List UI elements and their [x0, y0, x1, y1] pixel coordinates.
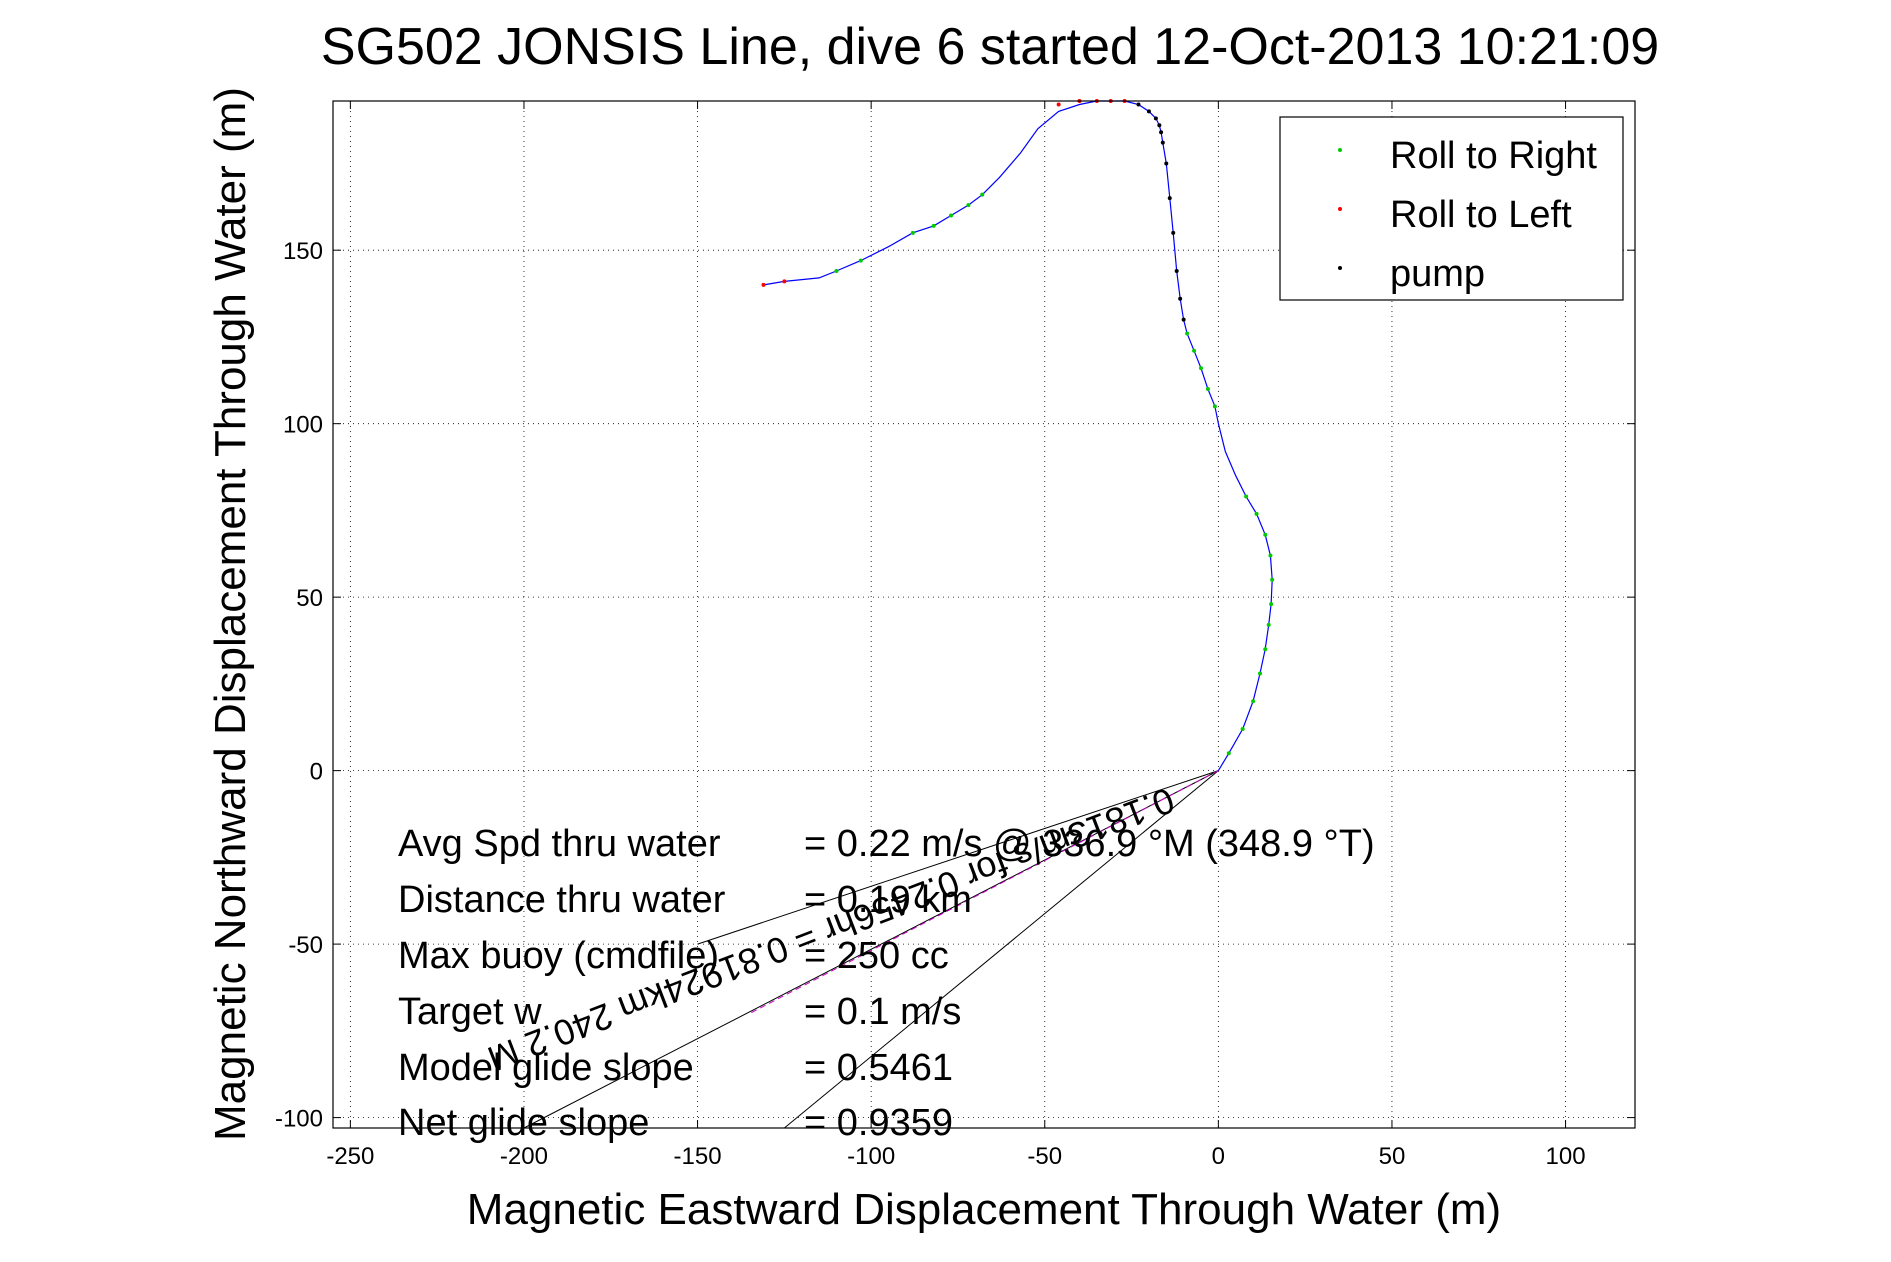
annotation-value: = 0.22 m/s @ 336.9 °M (348.9 °T): [804, 823, 1375, 865]
roll-right-point: [949, 213, 954, 218]
pump-point: [1159, 130, 1164, 135]
annotation-key: Net glide slope: [398, 1102, 649, 1144]
chart-title: SG502 JONSIS Line, dive 6 started 12-Oct…: [321, 18, 1659, 76]
legend-box: [1279, 116, 1624, 301]
roll-right-point: [980, 192, 985, 197]
roll-left-point: [782, 279, 787, 284]
grid: [333, 101, 1635, 1128]
plot-frame: [332, 100, 1636, 1129]
roll-right-point: [1185, 331, 1190, 336]
roll-right-point: [1205, 386, 1210, 391]
legend-marker-roll-right: [1338, 148, 1342, 152]
x-tick-label: -50: [1027, 1143, 1062, 1170]
roll-right-point: [1270, 577, 1275, 582]
roll-left-point: [761, 282, 766, 287]
pump-point: [1146, 109, 1151, 114]
roll-right-point: [1268, 553, 1273, 558]
roll-right-point: [1263, 647, 1268, 652]
roll-right-point: [931, 223, 936, 228]
annotation-value: = 0.9359: [804, 1102, 953, 1144]
pump-point: [1167, 196, 1172, 201]
legend-label-roll-right: Roll to Right: [1390, 135, 1597, 177]
x-tick-label: -150: [674, 1143, 722, 1170]
x-tick-label: 0: [1212, 1143, 1225, 1170]
roll-right-point: [1251, 699, 1256, 704]
vector-line: [697, 770, 1219, 945]
roll-right-point: [1212, 404, 1217, 409]
track-line: [763, 100, 1273, 771]
annotation-key: Avg Spd thru water: [398, 823, 721, 865]
roll-right-point: [1254, 511, 1259, 516]
y-tick-label: -100: [275, 1106, 323, 1133]
y-tick-label: 100: [283, 412, 323, 439]
legend-marker-pump: [1338, 266, 1342, 270]
vector-line: [784, 770, 1219, 1129]
roll-right-point: [834, 269, 839, 274]
pump-point: [1136, 102, 1141, 107]
series-layer: [523, 100, 1273, 1129]
roll-right-point: [1240, 726, 1245, 731]
pump-point: [1164, 161, 1169, 166]
x-tick-label: -200: [500, 1143, 548, 1170]
roll-right-point: [1269, 602, 1274, 607]
annotation-key: Max buoy (cmdfile): [398, 935, 719, 977]
x-tick-label: -250: [326, 1143, 374, 1170]
y-tick-label: 0: [310, 759, 323, 786]
roll-left-point: [1056, 102, 1061, 107]
annotation-value: = 250 cc: [804, 935, 949, 977]
current-vector-line: [749, 770, 1219, 1014]
pump-point: [1181, 317, 1186, 322]
pump-point: [1174, 269, 1179, 274]
annotation-key: Distance thru water: [398, 879, 726, 921]
roll-right-point: [1263, 532, 1268, 537]
marker-layer: [761, 99, 1275, 756]
annotation-value: = 0.19 km: [804, 879, 972, 921]
axis-ticks: -250 -200 -150 -100 -50 0 50 100 -100 -50 0 50 100 15…: [275, 101, 1635, 1170]
annotation-value: = 0.1 m/s: [804, 991, 961, 1033]
roll-right-point: [1199, 366, 1203, 371]
roll-right-point: [858, 258, 863, 263]
roll-right-point: [966, 203, 971, 208]
pump-point: [1157, 123, 1162, 128]
roll-right-point: [1192, 348, 1197, 353]
pump-point: [1178, 296, 1183, 301]
annotation-key: Target w: [398, 991, 542, 1033]
x-tick-label: 100: [1546, 1143, 1586, 1170]
roll-right-point: [1244, 494, 1249, 499]
legend-label-roll-left: Roll to Left: [1390, 194, 1572, 236]
annotation-key: Model glide slope: [398, 1047, 694, 1089]
annotation-block: Avg Spd thru water = 0.22 m/s @ 336.9 °M…: [398, 823, 1375, 1144]
x-axis-label: Magnetic Eastward Displacement Through W…: [467, 1185, 1501, 1234]
legend-label-pump: pump: [1390, 253, 1485, 295]
x-tick-label: 50: [1379, 1143, 1406, 1170]
y-tick-label: -50: [288, 932, 323, 959]
pump-point: [1153, 116, 1158, 121]
roll-right-point: [1258, 671, 1263, 676]
legend-marker-roll-left: [1338, 207, 1342, 211]
pump-point: [1160, 140, 1165, 145]
y-tick-label: 150: [283, 238, 323, 265]
pump-point: [1171, 230, 1176, 235]
y-axis-label: Magnetic Northward Displacement Through …: [206, 87, 255, 1141]
annotation-value: = 0.5461: [804, 1047, 953, 1089]
y-tick-label: 50: [296, 585, 323, 612]
x-tick-label: -100: [847, 1143, 895, 1170]
roll-right-point: [1266, 622, 1271, 627]
roll-right-point: [1226, 751, 1231, 756]
legend: Roll to Right Roll to Left pump: [1279, 116, 1624, 301]
roll-right-point: [910, 230, 915, 235]
